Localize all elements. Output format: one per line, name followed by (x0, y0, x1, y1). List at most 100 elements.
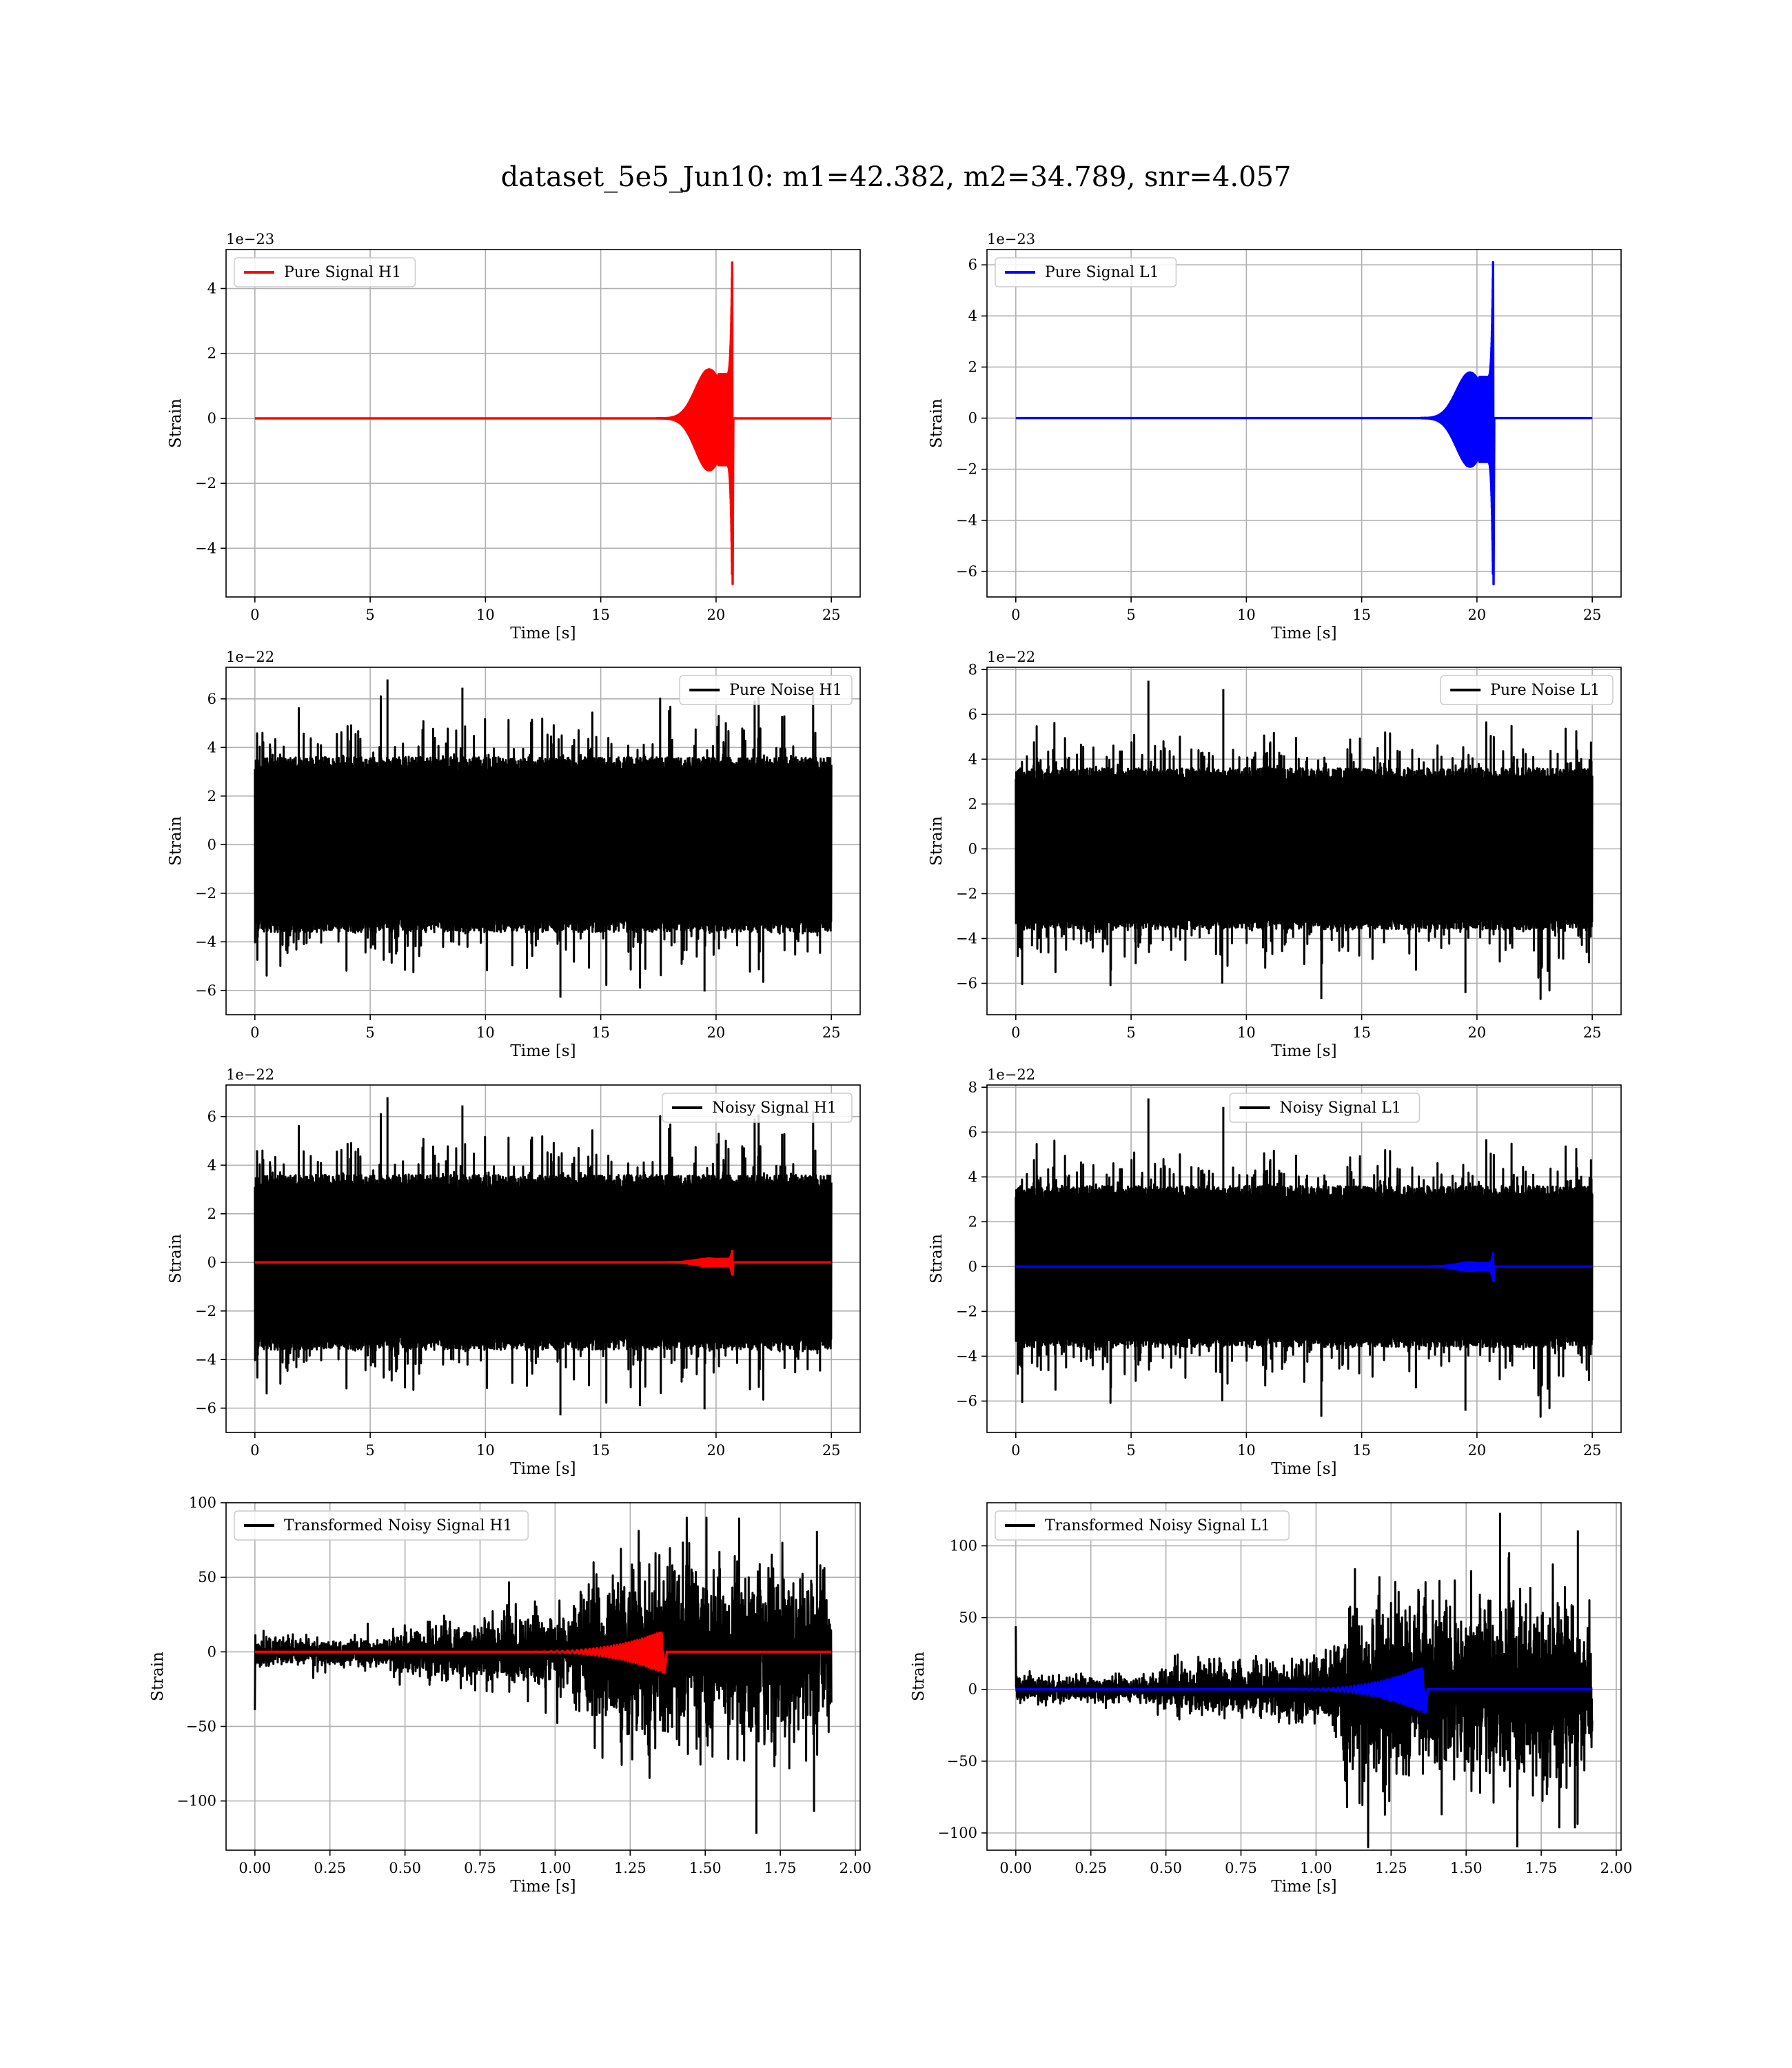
legend: Pure Signal L1 (995, 257, 1177, 287)
legend: Noisy Signal L1 (1229, 1093, 1421, 1123)
x-axis-label: Time [s] (1271, 1460, 1336, 1478)
x-tick-label: 2.00 (839, 1860, 872, 1876)
series-line-noisy-signal-l1 (1015, 1098, 1594, 1418)
subplot-pure-noise-h1: 0 5 10 15 20 25 −6 −4 −2 0 2 4 6 Time [s] Strain 1e−22 P… (167, 649, 861, 1060)
x-tick-label: 10 (476, 1442, 495, 1459)
y-tick-label: −2 (195, 885, 216, 902)
x-tick-label: 20 (1468, 607, 1487, 623)
legend-frame (679, 675, 853, 705)
x-axis-label: Time [s] (1271, 1042, 1336, 1060)
y-tick-label: 0 (207, 410, 216, 427)
x-tick-label: 25 (822, 1442, 841, 1459)
subplot-noisy-signal-h1: 0 5 10 15 20 25 −6 −4 −2 0 2 4 6 Time [s] Strain 1e−22 N… (167, 1066, 861, 1478)
x-tick-label: 0 (250, 1442, 259, 1459)
y-tick-label: −50 (947, 1753, 977, 1770)
x-tick-label: 20 (1468, 1024, 1487, 1041)
series-group (1015, 1512, 1594, 1849)
x-tick-label: 10 (1237, 607, 1256, 623)
axes-frame (986, 249, 1622, 598)
series-line-noisy-signal-h1 (254, 1097, 833, 1416)
y-tick-label: 2 (968, 358, 977, 375)
y-tick-label: −2 (956, 461, 977, 478)
y-tick-label: −2 (956, 1303, 977, 1319)
x-tick-label: 0.75 (464, 1860, 496, 1876)
x-tick-label: 1.25 (1375, 1860, 1407, 1876)
x-tick-label: 25 (1583, 1024, 1602, 1041)
y-axis-label: Strain (910, 1652, 928, 1701)
y-tick-label: 6 (207, 691, 216, 707)
x-tick-label: 25 (1583, 607, 1602, 623)
y-tick-label: 6 (968, 256, 977, 273)
x-tick-label: 5 (365, 607, 374, 623)
series-group (1015, 261, 1593, 586)
y-tick-label: −4 (195, 933, 216, 950)
y-tick-label: 4 (207, 739, 216, 756)
x-tick-label: 10 (476, 1024, 495, 1041)
y-tick-label: 4 (968, 1168, 977, 1185)
y-tick-label: 0 (207, 1254, 216, 1270)
y-tick-label: −50 (186, 1718, 216, 1734)
y-tick-label: −6 (195, 1400, 216, 1417)
series-group (254, 1097, 833, 1416)
x-tick-label: 20 (707, 1024, 726, 1041)
x-tick-label: 20 (707, 607, 726, 623)
axes-frame (225, 1502, 861, 1851)
y-axis-label: Strain (167, 1234, 185, 1284)
y-axis-label: Strain (928, 398, 946, 448)
x-tick-label: 10 (476, 607, 495, 623)
y-tick-label: 100 (950, 1537, 977, 1554)
legend: Pure Signal H1 (234, 257, 416, 287)
y-tick-label: 2 (968, 795, 977, 812)
series-line-transformed-noisy-signal-l1 (1015, 1512, 1594, 1849)
series-group (254, 679, 833, 998)
legend-label: Pure Signal L1 (1045, 264, 1159, 281)
y-tick-label: 4 (968, 307, 977, 324)
legend-frame (234, 1510, 529, 1541)
x-axis-label: Time [s] (510, 1042, 576, 1060)
offset-text: 1e−22 (226, 649, 274, 665)
y-tick-label: 0 (968, 410, 977, 427)
offset-text: 1e−23 (987, 231, 1035, 247)
x-tick-label: 5 (365, 1024, 374, 1041)
x-tick-label: 0.25 (1075, 1860, 1107, 1876)
y-tick-label: −6 (195, 982, 216, 999)
y-tick-label: 0 (968, 840, 977, 857)
series-line-overlay-1 (1015, 1251, 1593, 1283)
x-tick-label: 0 (1011, 607, 1020, 623)
y-tick-label: 6 (968, 706, 977, 722)
y-axis-label: Strain (149, 1652, 167, 1701)
x-axis-label: Time [s] (510, 1878, 576, 1896)
x-tick-label: 0 (1011, 1442, 1020, 1459)
y-tick-label: −6 (956, 975, 977, 991)
y-tick-label: −2 (956, 885, 977, 902)
y-tick-label: −4 (956, 1348, 977, 1364)
subplot-pure-noise-l1: 0 5 10 15 20 25 −6 −4 −2 0 2 4 6 8 Time [s] Strain 1e−22… (928, 649, 1622, 1060)
series-line-overlay-1 (1015, 1667, 1593, 1714)
y-tick-label: 2 (207, 345, 216, 362)
x-tick-label: 20 (1468, 1442, 1487, 1459)
x-tick-label: 10 (1237, 1024, 1256, 1041)
y-tick-label: 2 (207, 1206, 216, 1222)
y-tick-label: −4 (195, 1351, 216, 1368)
legend: Transformed Noisy Signal H1 (234, 1510, 529, 1541)
x-tick-label: 0.00 (238, 1860, 271, 1876)
y-tick-label: −100 (176, 1793, 216, 1810)
offset-text: 1e−22 (987, 1066, 1035, 1083)
legend-frame (1229, 1093, 1421, 1123)
y-axis-label: Strain (928, 816, 946, 866)
y-axis-label: Strain (928, 1234, 946, 1284)
x-tick-label: 15 (1352, 607, 1371, 623)
axes-frame (986, 1084, 1622, 1433)
x-tick-label: 1.50 (689, 1860, 722, 1876)
x-tick-label: 20 (707, 1442, 726, 1459)
x-tick-label: 5 (1126, 1442, 1135, 1459)
axes-frame (225, 249, 861, 598)
series-line-overlay-1 (254, 1249, 832, 1276)
y-tick-label: 6 (968, 1124, 977, 1140)
series-line-pure-noise-h1 (254, 679, 833, 998)
subplot-noisy-signal-l1: 0 5 10 15 20 25 −6 −4 −2 0 2 4 6 8 Time [s] Strain 1e−22… (928, 1066, 1622, 1478)
legend-label: Noisy Signal H1 (712, 1099, 837, 1117)
y-tick-label: −100 (937, 1825, 977, 1841)
